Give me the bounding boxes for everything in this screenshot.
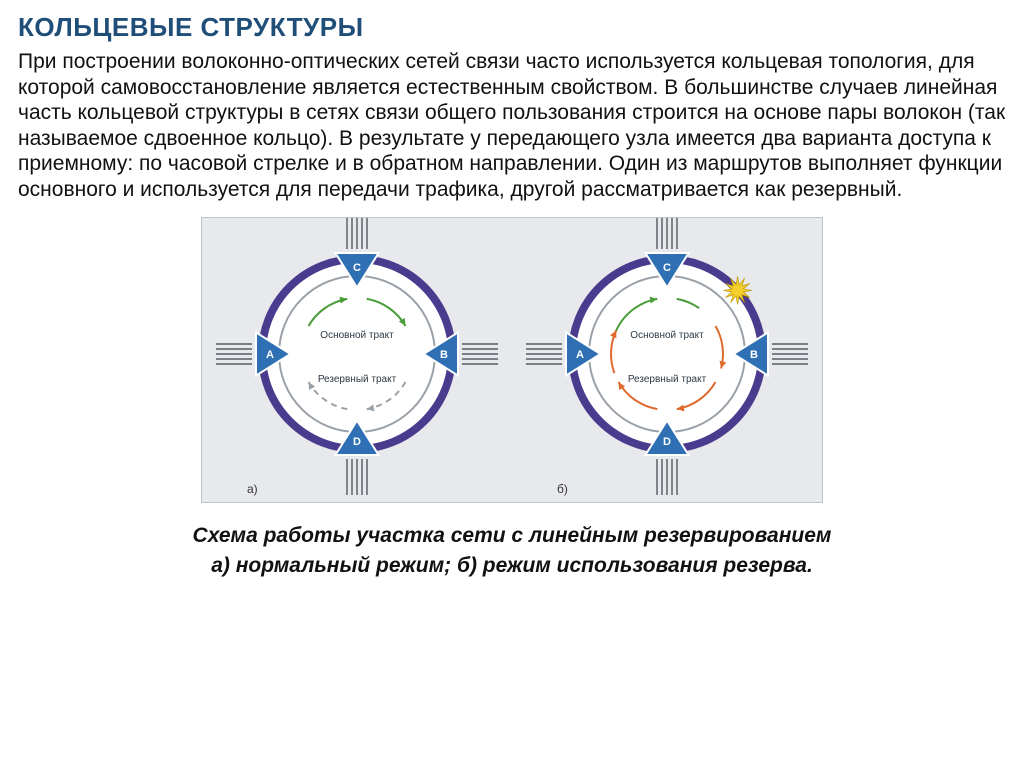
- page-title: КОЛЬЦЕВЫЕ СТРУКТУРЫ: [18, 12, 1006, 43]
- svg-text:Резервный тракт: Резервный тракт: [318, 374, 397, 385]
- ring-svg-a: Основной тракт Резервный тракт C B D A: [207, 218, 507, 502]
- svg-text:A: A: [576, 349, 584, 361]
- svg-text:D: D: [353, 436, 361, 448]
- figure-box: Основной тракт Резервный тракт C B D A а) Осн…: [201, 217, 823, 503]
- panel-label-a: а): [247, 482, 258, 496]
- svg-text:Резервный тракт: Резервный тракт: [628, 374, 707, 385]
- svg-text:Основной тракт: Основной тракт: [630, 330, 704, 341]
- caption-line-1: Схема работы участка сети с линейным рез…: [18, 521, 1006, 551]
- svg-text:C: C: [353, 262, 361, 274]
- ring-panel-a: Основной тракт Резервный тракт C B D A а): [207, 218, 507, 502]
- intro-paragraph: При построении волоконно-оптических сете…: [18, 49, 1006, 203]
- ring-panel-b: Основной тракт Резервный тракт C B D A б): [517, 218, 817, 502]
- svg-text:D: D: [663, 436, 671, 448]
- svg-text:Основной тракт: Основной тракт: [320, 330, 394, 341]
- figure-caption: Схема работы участка сети с линейным рез…: [18, 521, 1006, 582]
- svg-text:A: A: [266, 349, 274, 361]
- svg-text:B: B: [440, 349, 448, 361]
- svg-text:C: C: [663, 262, 671, 274]
- panel-label-b: б): [557, 482, 568, 496]
- ring-svg-b: Основной тракт Резервный тракт C B D A: [517, 218, 817, 502]
- svg-text:B: B: [750, 349, 758, 361]
- caption-line-2: а) нормальный режим; б) режим использова…: [18, 551, 1006, 581]
- figure-container: Основной тракт Резервный тракт C B D A а) Осн…: [18, 217, 1006, 503]
